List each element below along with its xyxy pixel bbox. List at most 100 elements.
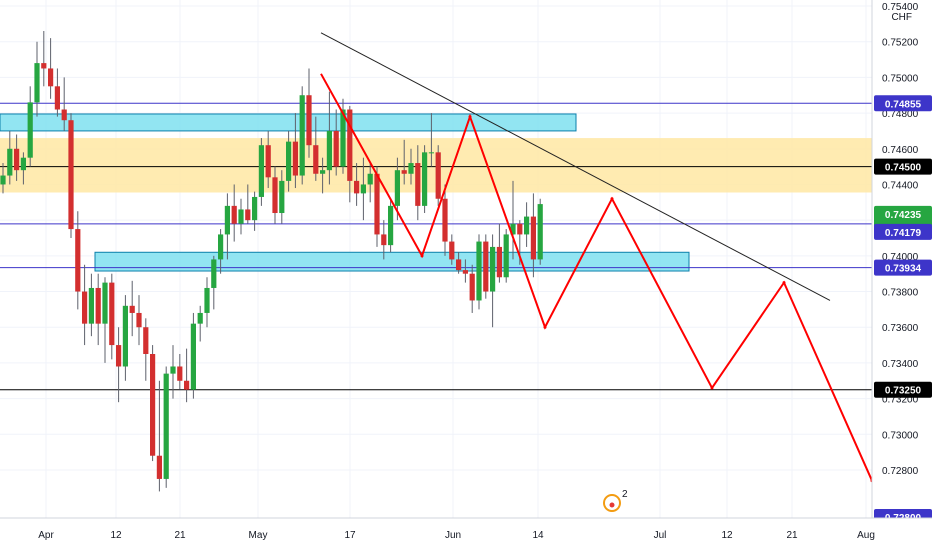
price-tag[interactable]	[874, 223, 932, 240]
candle-body	[7, 148, 13, 176]
candle-body	[54, 86, 60, 110]
candle-body	[252, 196, 258, 221]
candle-body	[292, 141, 298, 176]
time-axis-bg[interactable]	[0, 518, 932, 550]
price-tick-label: 0.75000	[882, 73, 919, 84]
candle-body	[245, 209, 251, 221]
candle-body	[75, 229, 81, 292]
candle-body	[428, 152, 434, 154]
candle-body	[388, 205, 394, 246]
candle-body	[184, 380, 190, 390]
price-tick-label: 0.73600	[882, 323, 919, 334]
projection-path[interactable]	[320, 73, 873, 482]
price-tag-label: 0.74500	[885, 163, 922, 174]
trendline[interactable]	[320, 32, 831, 301]
candle-body	[204, 287, 210, 313]
candle-body	[326, 130, 332, 171]
candle-body	[224, 205, 230, 235]
currency-label: CHF	[891, 12, 912, 23]
candle-body	[279, 180, 285, 214]
candle-body	[211, 259, 217, 288]
candle-body	[88, 287, 94, 324]
candle-body	[333, 130, 339, 167]
candle-body	[48, 68, 54, 87]
candle-body	[401, 170, 407, 174]
candle-body	[476, 241, 482, 301]
time-tick-label: 21	[174, 530, 186, 541]
candle-body	[449, 241, 455, 260]
candle-body	[156, 455, 162, 479]
projection-vertex	[468, 115, 472, 119]
candle-body	[374, 173, 380, 235]
price-tags: 0.748550.745000.7423512:45:350.741790.73…	[874, 95, 932, 525]
candle-body	[524, 216, 530, 235]
candle-body	[442, 198, 448, 242]
candle-body	[95, 287, 101, 324]
candle-body	[415, 163, 421, 206]
candle-body	[517, 223, 523, 235]
zone-cyan-lower[interactable]	[94, 251, 690, 272]
candle-body	[265, 145, 271, 178]
candles	[0, 30, 543, 492]
candle-body	[82, 291, 88, 324]
candle-body	[320, 170, 326, 174]
candle-body	[0, 175, 6, 185]
price-axis-bg[interactable]	[872, 0, 932, 518]
horizontal-lines	[0, 102, 872, 391]
candle-body	[394, 170, 400, 206]
price-tag[interactable]	[874, 381, 932, 398]
zone-cyan-upper[interactable]	[0, 113, 577, 132]
price-tag-label: 0.74179	[885, 228, 922, 239]
candle-body	[408, 163, 414, 174]
price-tag-label: 0.74855	[885, 99, 922, 110]
time-tick-label: Jul	[654, 530, 667, 541]
candle-body	[496, 246, 502, 278]
candle-body	[490, 246, 496, 292]
candle-body	[218, 234, 224, 260]
price-tick-label: 0.72800	[882, 466, 919, 477]
event-badge[interactable]: 2	[603, 489, 628, 512]
candle-body	[190, 323, 196, 390]
candle-body	[537, 204, 543, 260]
price-tag[interactable]	[874, 259, 932, 276]
projection-vertex	[420, 254, 424, 258]
price-tick-label: 0.74600	[882, 145, 919, 156]
candle-body	[177, 366, 183, 381]
time-tick-label: Apr	[38, 530, 54, 541]
time-tick-label: 14	[532, 530, 544, 541]
candle-body	[299, 95, 305, 176]
price-tag-label: 0.74235	[885, 210, 922, 221]
candle-body	[14, 148, 20, 171]
candle-body	[143, 327, 149, 354]
price-tick-label: 0.74800	[882, 109, 919, 120]
candle-body	[197, 312, 203, 324]
price-tick-label: 0.73000	[882, 430, 919, 441]
candle-body	[435, 152, 441, 199]
candle-body	[456, 259, 462, 271]
projection-vertex	[782, 281, 786, 285]
candle-body	[272, 177, 278, 214]
price-tag[interactable]	[874, 95, 932, 112]
candle-body	[68, 120, 74, 230]
time-tick-label: 12	[721, 530, 733, 541]
time-tick-label: Aug	[857, 530, 875, 541]
candle-body	[102, 282, 108, 324]
candle-body	[170, 366, 176, 374]
time-tick-label: 21	[786, 530, 798, 541]
price-tag-label: 0.73934	[885, 264, 922, 275]
candle-body	[347, 109, 353, 181]
candle-body	[313, 145, 319, 174]
time-tick-label: 17	[344, 530, 356, 541]
price-tag[interactable]	[874, 158, 932, 175]
price-tick-label: 0.73800	[882, 288, 919, 299]
event-badge-count: 2	[622, 489, 628, 500]
projection-vertex	[610, 197, 614, 201]
candle-body	[422, 152, 428, 206]
candle-body	[503, 234, 509, 278]
price-tick-label: 0.74400	[882, 180, 919, 191]
candle-body	[27, 102, 33, 158]
candle-body	[34, 63, 40, 103]
price-tick-label: 0.73200	[882, 395, 919, 406]
candle-body	[116, 345, 122, 367]
